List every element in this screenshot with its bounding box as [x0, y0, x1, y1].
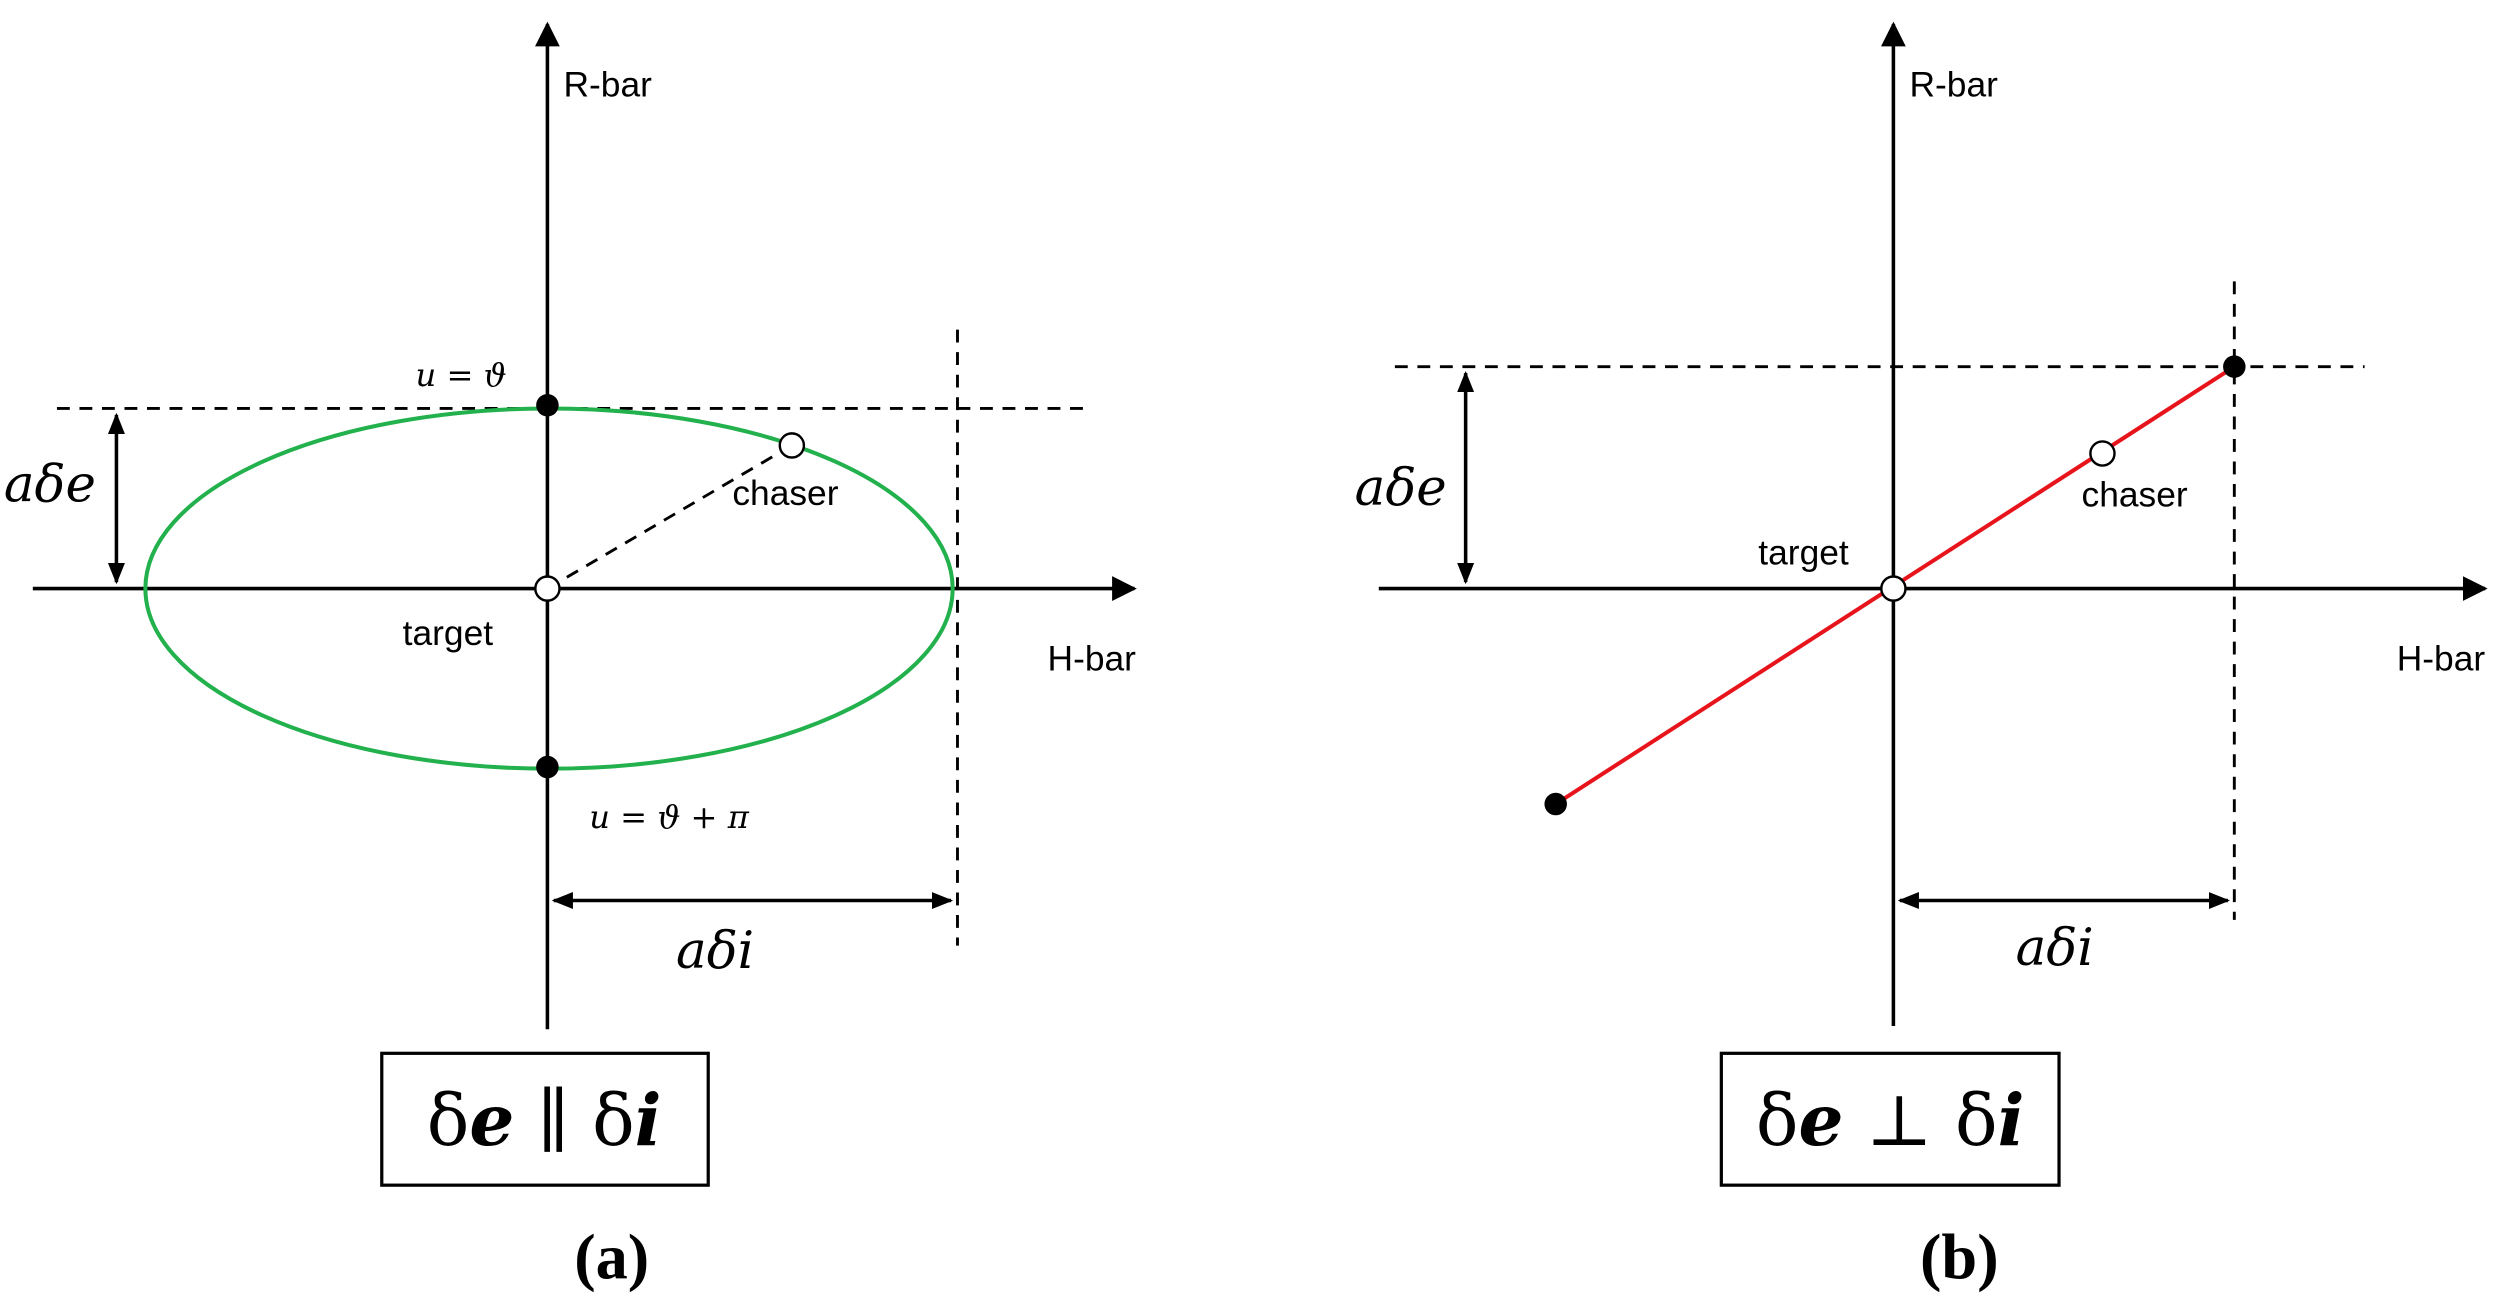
chaser-point	[2089, 440, 2116, 467]
chaser-line	[546, 444, 793, 590]
box-text: ∥ δ	[514, 1079, 634, 1162]
label-box	[1719, 1051, 2061, 1187]
dimension-label: aδi	[676, 921, 754, 981]
point	[536, 393, 559, 417]
target-point	[534, 575, 561, 602]
box-text: ⊥ δ	[1843, 1079, 1997, 1162]
point	[536, 755, 559, 779]
target-label: target	[1758, 533, 1849, 572]
point	[1544, 792, 1567, 816]
point-label: u = ϑ	[416, 356, 507, 394]
axis-label: H-bar	[2397, 640, 2486, 679]
chaser-label: chaser	[2082, 476, 2188, 515]
panel-a: R-bar H-bar u = ϑ u = ϑ + π aδe aδi chas…	[4, 21, 1137, 1292]
box-label: δe ∥ δi	[427, 1079, 662, 1162]
axis-label: R-bar	[1909, 65, 1998, 104]
axis-label: R-bar	[563, 65, 652, 104]
point-label: u = ϑ + π	[589, 798, 749, 836]
dimension-label: aδi	[2016, 918, 2094, 978]
box-text: e	[1798, 1079, 1843, 1162]
axis-label: H-bar	[1048, 640, 1137, 679]
box-label: δe ⊥ δi	[1756, 1079, 2025, 1162]
box-text: i	[1998, 1079, 2025, 1162]
chaser-point	[778, 432, 806, 459]
box-text: δ	[1756, 1079, 1799, 1162]
dimension-label: aδe	[4, 455, 96, 515]
dimension-label: aδe	[1355, 458, 1447, 518]
caption: (a)	[574, 1221, 649, 1292]
panel-b: R-bar H-bar aδe aδi chaser target δe ⊥ δ…	[1355, 21, 2488, 1292]
box-text: i	[635, 1079, 662, 1162]
point	[2223, 355, 2246, 378]
box-text: e	[469, 1079, 514, 1162]
box-text: δ	[427, 1079, 470, 1162]
label-box	[380, 1051, 710, 1187]
target-label: target	[403, 614, 494, 653]
target-point	[1880, 575, 1907, 602]
caption: (b)	[1920, 1221, 1999, 1292]
chaser-label: chaser	[732, 474, 838, 513]
